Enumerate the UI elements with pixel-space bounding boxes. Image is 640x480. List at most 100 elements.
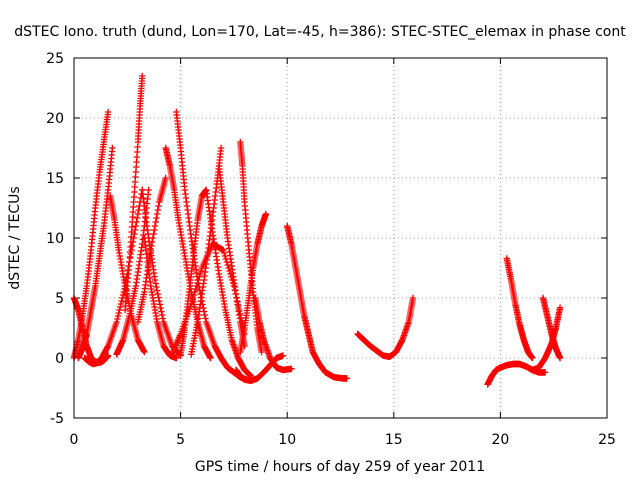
y-tick-label: -5 xyxy=(50,411,64,427)
data-points xyxy=(70,72,564,388)
data-point xyxy=(131,226,139,234)
data-point xyxy=(148,238,156,246)
x-tick-label: 15 xyxy=(385,432,403,448)
data-point xyxy=(155,294,162,301)
series-11 xyxy=(173,108,218,350)
data-point xyxy=(115,309,122,317)
data-point xyxy=(195,276,202,284)
data-point xyxy=(173,354,180,362)
data-point xyxy=(156,297,163,305)
series-23 xyxy=(354,294,417,360)
data-point xyxy=(109,144,116,152)
x-tick-labels: 0 5 10 15 20 25 xyxy=(70,432,616,448)
data-point xyxy=(162,174,169,182)
x-tick-label: 0 xyxy=(70,432,79,448)
data-point xyxy=(258,348,265,356)
series-17 xyxy=(215,162,248,350)
data-point xyxy=(556,354,564,362)
data-point xyxy=(194,279,201,287)
data-point xyxy=(116,306,123,314)
series-5 xyxy=(113,186,152,358)
y-tick-label: 25 xyxy=(46,51,64,67)
y-tick-label: 10 xyxy=(46,231,64,247)
data-point xyxy=(155,202,162,210)
data-point xyxy=(541,369,549,376)
data-point xyxy=(152,280,159,287)
series-20 xyxy=(237,210,270,356)
data-point xyxy=(153,214,160,222)
data-point xyxy=(113,318,120,326)
data-point xyxy=(159,315,167,322)
chart-title: dSTEC Iono. truth (dund, Lon=170, Lat=-4… xyxy=(14,24,626,40)
data-point xyxy=(279,352,287,359)
y-tick-label: 15 xyxy=(46,171,64,187)
data-point xyxy=(118,297,125,305)
data-point xyxy=(288,365,295,372)
data-point xyxy=(156,301,164,308)
data-point xyxy=(196,273,203,281)
data-point xyxy=(132,222,140,230)
data-point xyxy=(114,315,121,323)
data-point xyxy=(217,144,225,152)
data-point xyxy=(220,249,228,257)
data-point xyxy=(556,304,564,311)
series-22 xyxy=(284,222,351,382)
plot-frame xyxy=(73,57,608,419)
data-point xyxy=(201,311,208,319)
x-tick-label: 25 xyxy=(598,432,616,448)
data-point xyxy=(135,206,142,214)
data-point xyxy=(119,291,127,299)
y-tick-label: 5 xyxy=(55,291,64,307)
data-point xyxy=(207,354,214,362)
data-point xyxy=(220,246,227,254)
data-point xyxy=(196,270,204,278)
data-point xyxy=(224,261,231,269)
data-point xyxy=(117,300,125,308)
data-point xyxy=(134,214,141,222)
y-tick-label: 20 xyxy=(46,111,64,127)
x-tick-label: 5 xyxy=(176,432,185,448)
data-point xyxy=(150,230,157,238)
series-6 xyxy=(121,72,146,314)
series-0 xyxy=(70,108,112,362)
y-axis-label: dSTEC / TECUs xyxy=(7,186,23,289)
x-tick-label: 20 xyxy=(491,432,509,448)
series-2 xyxy=(75,144,116,362)
data-point xyxy=(197,267,205,275)
x-tick-label: 10 xyxy=(278,432,296,448)
data-point xyxy=(409,294,417,302)
data-point xyxy=(158,308,165,315)
data-point xyxy=(148,242,155,250)
data-point xyxy=(153,210,161,218)
y-tick-labels: -5 0 5 10 15 20 25 xyxy=(46,51,64,427)
data-point xyxy=(141,348,148,356)
series-10 xyxy=(162,144,214,362)
series-21 xyxy=(252,294,295,374)
x-axis-label: GPS time / hours of day 259 of year 2011 xyxy=(195,459,485,475)
series-27 xyxy=(539,294,564,362)
series-15 xyxy=(202,186,255,380)
data-point xyxy=(139,72,146,80)
data-point xyxy=(262,210,270,218)
data-point xyxy=(529,354,536,362)
data-point xyxy=(152,218,159,226)
data-point xyxy=(343,375,351,382)
data-point xyxy=(154,206,162,214)
series-25 xyxy=(503,255,536,362)
data-point xyxy=(154,290,162,298)
y-tick-label: 0 xyxy=(55,351,64,367)
data-point xyxy=(153,287,161,294)
data-point xyxy=(151,222,159,230)
data-point xyxy=(193,282,200,290)
data-point xyxy=(116,303,124,311)
data-point xyxy=(134,210,142,218)
data-point xyxy=(158,311,166,319)
data-point xyxy=(191,288,199,296)
data-point xyxy=(145,186,152,194)
data-point xyxy=(202,315,209,322)
data-point xyxy=(192,285,199,293)
data-point xyxy=(114,312,122,320)
data-point xyxy=(151,276,159,284)
